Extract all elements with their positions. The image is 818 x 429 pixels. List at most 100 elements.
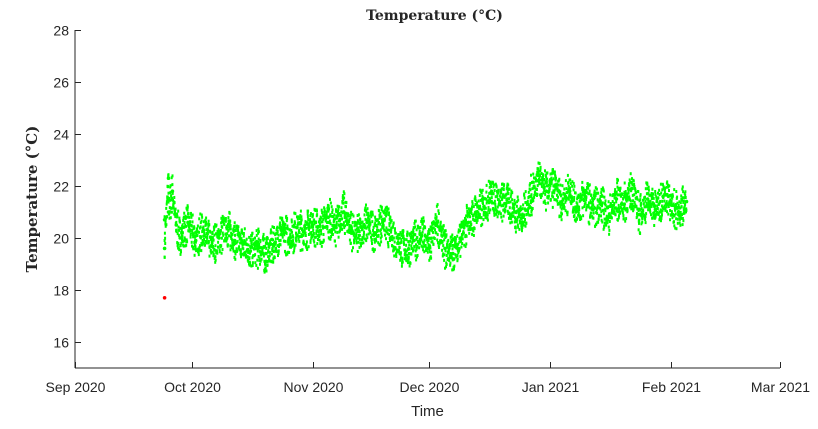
band-dot <box>594 190 596 193</box>
band-dot <box>481 223 483 226</box>
band-dot <box>406 231 408 234</box>
band-dot <box>293 242 295 245</box>
band-dot <box>183 212 185 215</box>
band-dot <box>573 185 575 188</box>
band-dot <box>588 222 590 225</box>
band-dot <box>673 220 675 223</box>
band-dot <box>517 199 519 202</box>
band-dot <box>649 211 651 214</box>
band-dot <box>291 220 293 223</box>
band-dot <box>673 188 675 191</box>
band-dot <box>525 190 527 193</box>
band-dot <box>490 185 492 188</box>
band-dot <box>503 183 505 186</box>
band-dot <box>438 246 440 249</box>
band-dot <box>422 245 424 248</box>
band-dot <box>261 258 263 261</box>
band-dot <box>482 189 484 192</box>
band-dot <box>511 191 513 194</box>
band-dot <box>206 239 208 242</box>
band-dot <box>243 232 245 235</box>
band-dot <box>379 212 381 215</box>
data-point <box>404 249 408 253</box>
band-dot <box>555 177 557 180</box>
band-dot <box>544 193 546 196</box>
y-tick-label: 28 <box>53 23 69 39</box>
band-dot <box>554 171 556 174</box>
data-point <box>498 202 502 206</box>
band-dot <box>608 226 610 229</box>
band-dot <box>306 227 308 230</box>
band-dot <box>609 193 611 196</box>
band-dot <box>522 207 524 210</box>
band-dot <box>272 238 274 241</box>
band-dot <box>380 232 382 235</box>
data-point <box>194 239 198 243</box>
band-dot <box>377 229 379 232</box>
band-dot <box>200 249 202 252</box>
band-dot <box>675 217 677 220</box>
band-dot <box>174 201 176 204</box>
band-dot <box>365 239 367 242</box>
band-dot <box>491 196 493 199</box>
band-dot <box>422 231 424 234</box>
band-dot <box>479 213 481 216</box>
y-ticks: 16182022242628 <box>53 23 81 351</box>
band-dot <box>409 240 411 243</box>
band-dot <box>609 220 611 223</box>
band-dot <box>291 231 293 234</box>
band-dot <box>197 234 199 237</box>
band-dot <box>378 209 380 212</box>
band-dot <box>215 259 217 262</box>
band-dot <box>166 215 168 218</box>
x-tick-label: Jan 2021 <box>522 379 580 395</box>
band-dot <box>176 229 178 232</box>
band-dot <box>650 213 652 216</box>
band-dot <box>219 250 221 253</box>
band-dot <box>361 242 363 245</box>
band-dot <box>573 188 575 191</box>
band-dot <box>507 184 509 187</box>
band-dot <box>453 257 455 260</box>
y-tick-label: 20 <box>53 231 69 247</box>
band-dot <box>420 226 422 229</box>
data-layer <box>163 162 689 300</box>
band-dot <box>582 214 584 217</box>
band-dot <box>437 233 439 236</box>
data-point <box>163 218 167 222</box>
band-dot <box>267 263 269 266</box>
band-dot <box>270 242 272 245</box>
band-dot <box>494 203 496 206</box>
band-dot <box>402 230 404 233</box>
band-dot <box>413 248 415 251</box>
band-dot <box>671 210 673 213</box>
band-dot <box>164 237 166 240</box>
band-dot <box>330 202 332 205</box>
band-dot <box>615 200 617 203</box>
band-dot <box>488 211 490 214</box>
band-dot <box>414 225 416 228</box>
band-dot <box>236 250 238 253</box>
band-dot <box>284 240 286 243</box>
data-point <box>319 228 323 232</box>
band-dot <box>363 231 365 234</box>
band-dot <box>333 213 335 216</box>
band-dot <box>344 224 346 227</box>
band-dot <box>314 245 316 248</box>
band-dot <box>653 224 655 227</box>
band-dot <box>578 208 580 211</box>
band-dot <box>373 226 375 229</box>
band-dot <box>672 195 674 198</box>
band-dot <box>198 217 200 220</box>
band-dot <box>341 217 343 220</box>
band-dot <box>513 207 515 210</box>
band-dot <box>393 222 395 225</box>
band-dot <box>338 236 340 239</box>
band-dot <box>505 204 507 207</box>
band-dot <box>336 231 338 234</box>
band-dot <box>509 206 511 209</box>
data-point <box>646 197 650 201</box>
band-dot <box>301 218 303 221</box>
band-dot <box>185 225 187 228</box>
